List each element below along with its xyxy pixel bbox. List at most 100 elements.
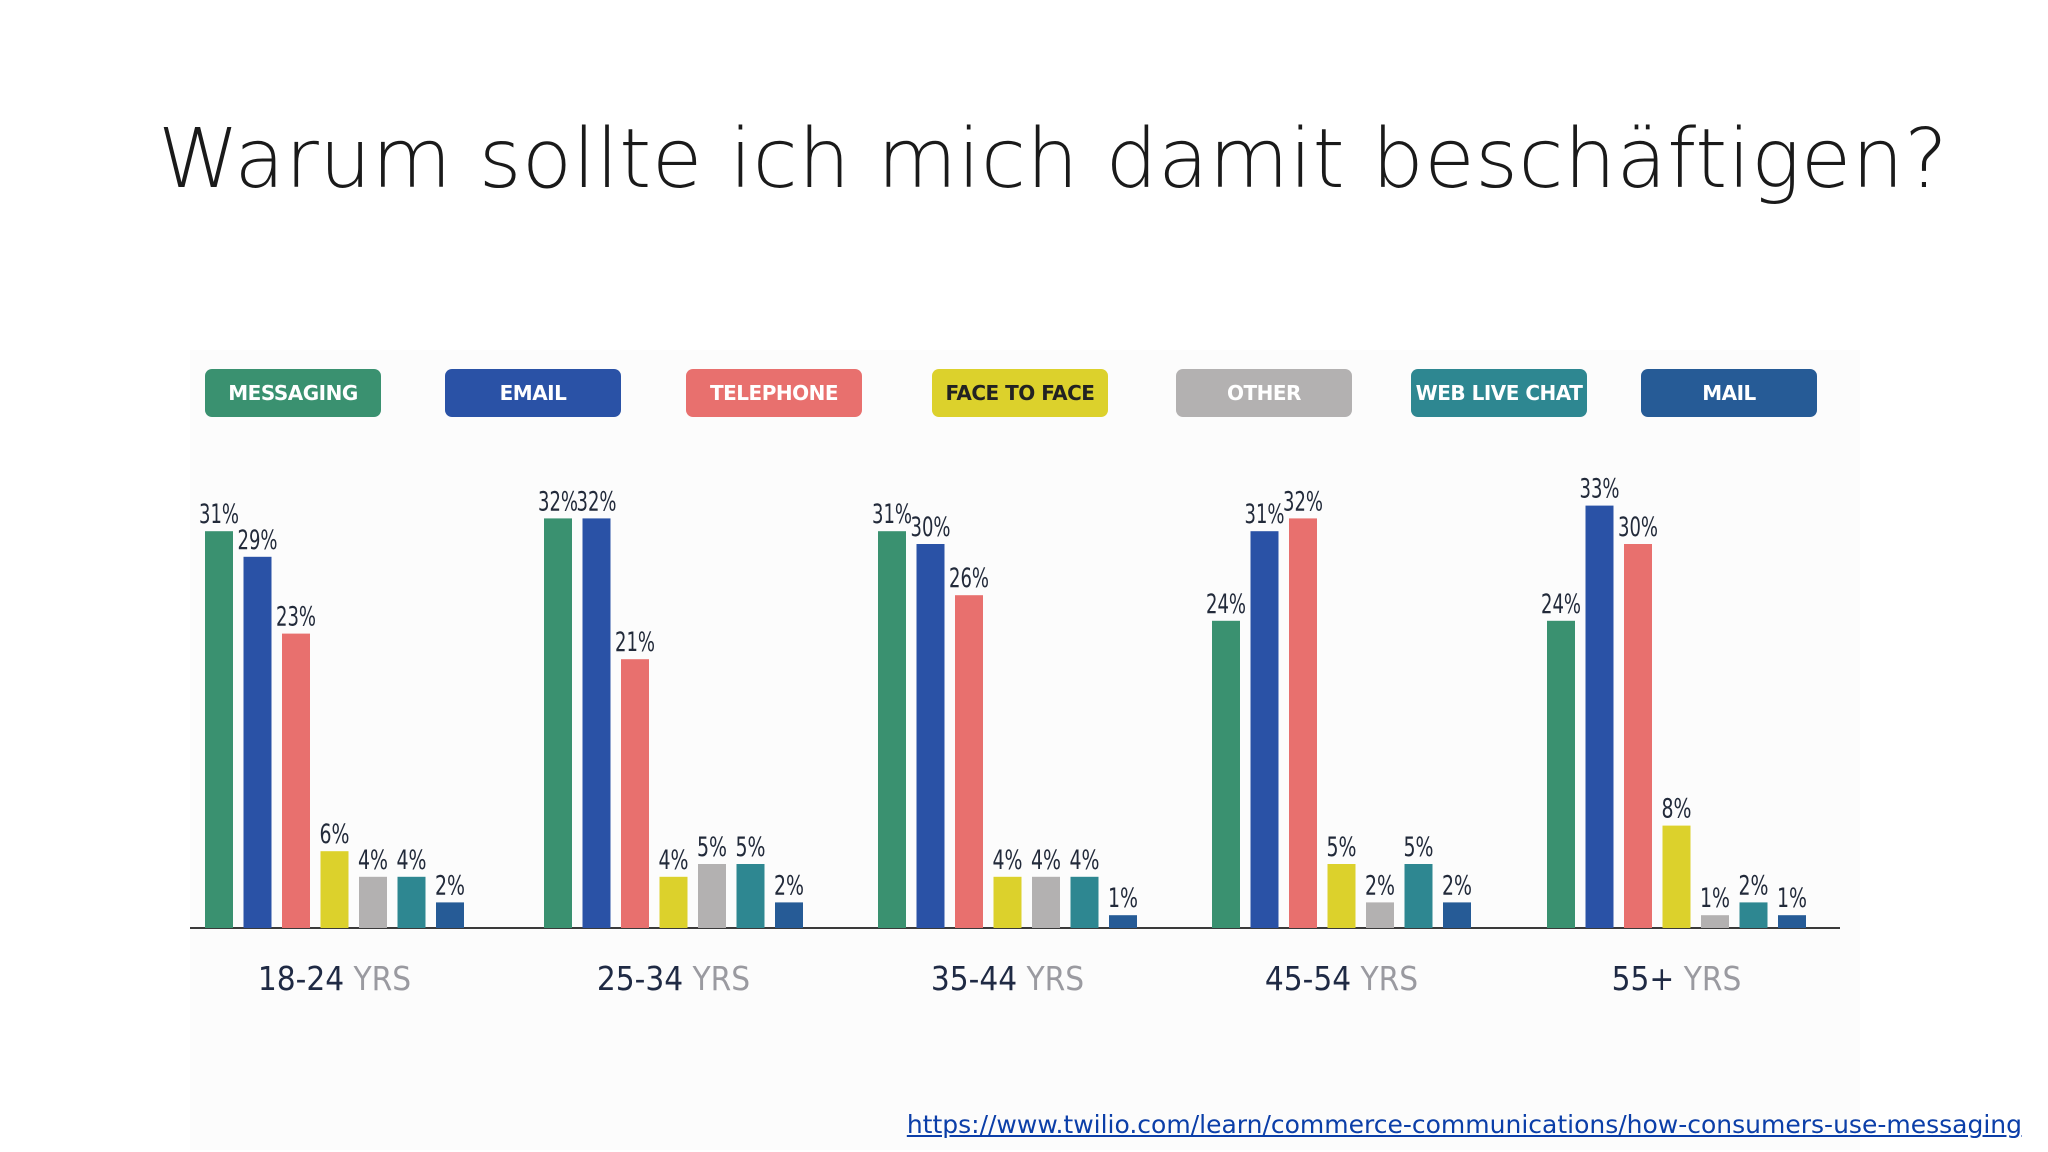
bar-email-25-34 <box>582 518 611 928</box>
bar-mail-25-34 <box>775 902 803 928</box>
bar-face-to-face-55 <box>1662 825 1691 928</box>
bar-mail-18-24 <box>436 902 464 928</box>
bar-web-live-chat-45-54 <box>1404 864 1433 928</box>
bar-value-label: 33% <box>1580 474 1620 505</box>
bar-telephone-18-24 <box>282 633 310 928</box>
category-suffix: YRS <box>353 959 412 998</box>
category-number: 35-44 <box>931 959 1027 998</box>
bar-telephone-55 <box>1624 544 1652 928</box>
bar-value-label: 21% <box>615 627 655 658</box>
bar-mail-45-54 <box>1443 902 1471 928</box>
bar-value-label: 23% <box>276 602 316 633</box>
category-number: 25-34 <box>597 959 693 998</box>
bar-value-label: 31% <box>1245 499 1285 530</box>
bar-messaging-18-24 <box>205 531 233 928</box>
legend-item-mail: MAIL <box>1641 369 1817 417</box>
bar-web-live-chat-35-44 <box>1070 876 1099 928</box>
bar-value-label: 32% <box>577 486 617 517</box>
bar-email-45-54 <box>1250 531 1279 928</box>
bar-messaging-25-34 <box>544 518 572 928</box>
bar-email-55 <box>1585 505 1614 928</box>
bar-value-label: 2% <box>1442 870 1472 901</box>
legend-item-telephone: TELEPHONE <box>686 369 862 417</box>
bar-value-label: 4% <box>659 845 689 876</box>
category-label-25-34: 25-34 YRS <box>597 959 750 998</box>
bar-other-18-24 <box>359 876 387 928</box>
bar-group-18-24: 31%29% 23% 6% 4% 4% 2% <box>199 499 465 928</box>
bar-value-label: 4% <box>1031 845 1061 876</box>
category-number: 55+ <box>1612 959 1684 998</box>
bar-value-label: 24% <box>1206 589 1246 620</box>
bar-value-label: 31% <box>872 499 912 530</box>
category-suffix: YRS <box>1026 959 1085 998</box>
slide-title: Warum sollte ich mich damit beschäftigen… <box>158 112 1949 207</box>
bar-value-label: 31% <box>199 499 239 530</box>
bar-value-label: 2% <box>1365 870 1395 901</box>
bar-email-35-44 <box>916 544 945 928</box>
bar-value-label: 4% <box>397 845 427 876</box>
bar-value-label: 5% <box>1404 832 1434 863</box>
bar-value-label: 29% <box>238 525 278 556</box>
category-label-35-44: 35-44 YRS <box>931 959 1084 998</box>
bar-web-live-chat-25-34 <box>736 864 765 928</box>
bar-group-45-54: 24% 31%32% 5% 2% 5% 2% <box>1206 486 1472 928</box>
bar-other-35-44 <box>1032 876 1060 928</box>
category-suffix: YRS <box>1360 959 1419 998</box>
bar-telephone-35-44 <box>955 595 983 928</box>
bar-value-label: 26% <box>949 563 989 594</box>
bar-value-label: 1% <box>1700 883 1730 914</box>
bar-other-25-34 <box>698 864 726 928</box>
bar-value-label: 6% <box>320 819 350 850</box>
bar-other-55 <box>1701 915 1729 928</box>
legend-item-messaging: MESSAGING <box>205 369 381 417</box>
category-number: 45-54 <box>1265 959 1361 998</box>
bar-value-label: 4% <box>1070 845 1100 876</box>
bar-value-label: 4% <box>993 845 1023 876</box>
bar-value-label: 8% <box>1662 794 1692 825</box>
bar-value-label: 2% <box>1739 870 1769 901</box>
bar-mail-35-44 <box>1109 915 1137 928</box>
bar-value-label: 30% <box>911 512 951 543</box>
bar-telephone-45-54 <box>1289 518 1317 928</box>
category-number: 18-24 <box>258 959 354 998</box>
bar-value-label: 32% <box>538 486 578 517</box>
bar-group-25-34: 32%32% 21% 4% 5% 5% 2% <box>538 486 804 928</box>
category-label-18-24: 18-24 YRS <box>258 959 411 998</box>
bar-face-to-face-35-44 <box>993 876 1022 928</box>
bar-value-label: 24% <box>1541 589 1581 620</box>
bar-value-label: 5% <box>736 832 766 863</box>
bar-value-label: 5% <box>1327 832 1357 863</box>
category-label-55: 55+ YRS <box>1612 959 1742 998</box>
chart-panel <box>190 350 1860 1150</box>
legend-item-face-to-face: FACE TO FACE <box>932 369 1108 417</box>
bar-group-35-44: 31%30% 26% 4% 4% 4% 1% <box>872 499 1138 928</box>
bar-value-label: 30% <box>1618 512 1658 543</box>
bar-value-label: 2% <box>774 870 804 901</box>
bar-telephone-25-34 <box>621 659 649 928</box>
bar-face-to-face-18-24 <box>320 851 349 928</box>
category-suffix: YRS <box>692 959 751 998</box>
bar-value-label: 2% <box>435 870 465 901</box>
legend-item-email: EMAIL <box>445 369 621 417</box>
category-label-45-54: 45-54 YRS <box>1265 959 1418 998</box>
bar-messaging-45-54 <box>1212 620 1240 928</box>
bar-face-to-face-25-34 <box>659 876 688 928</box>
bar-value-label: 4% <box>358 845 388 876</box>
bar-value-label: 5% <box>697 832 727 863</box>
bar-messaging-35-44 <box>878 531 906 928</box>
bar-value-label: 1% <box>1777 883 1807 914</box>
bar-face-to-face-45-54 <box>1327 864 1356 928</box>
legend-item-other: OTHER <box>1176 369 1352 417</box>
bar-other-45-54 <box>1366 902 1394 928</box>
bar-group-55: 24% 33% 30% 8% 1% 2% 1% <box>1541 474 1807 928</box>
bar-value-label: 1% <box>1108 883 1138 914</box>
source-link[interactable]: https://www.twilio.com/learn/commerce-co… <box>906 1110 2022 1139</box>
category-suffix: YRS <box>1683 959 1742 998</box>
bar-messaging-55 <box>1547 620 1575 928</box>
legend-item-web-live-chat: WEB LIVE CHAT <box>1411 369 1587 417</box>
bar-value-label: 32% <box>1283 486 1323 517</box>
bar-web-live-chat-18-24 <box>397 876 426 928</box>
bar-web-live-chat-55 <box>1739 902 1768 928</box>
bar-email-18-24 <box>243 556 272 928</box>
